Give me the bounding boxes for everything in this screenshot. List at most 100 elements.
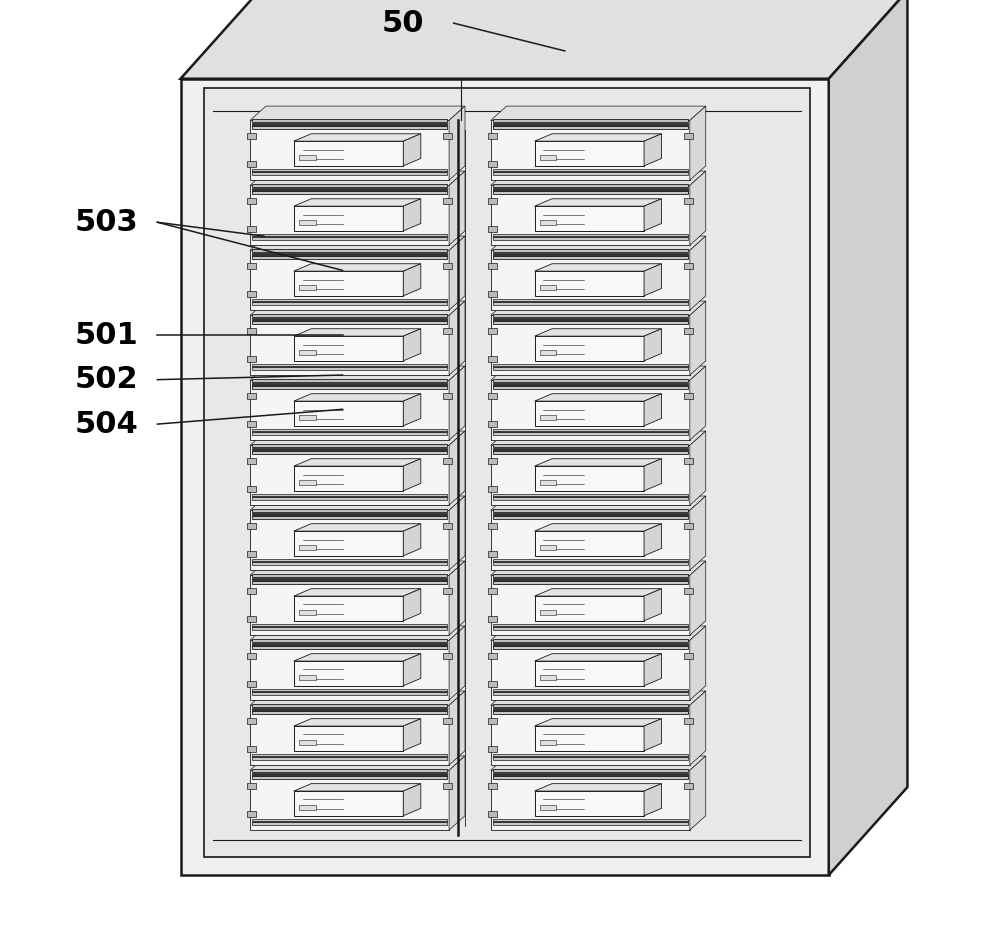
Polygon shape [449,366,465,440]
Polygon shape [294,783,421,791]
Polygon shape [535,133,662,141]
Polygon shape [491,366,706,381]
Polygon shape [449,496,465,570]
Bar [252,318,447,320]
Bar [250,120,449,181]
Bar [294,532,403,556]
Bar [488,485,497,492]
Polygon shape [449,691,465,765]
Bar [488,523,497,530]
Bar [294,206,403,231]
Bar [491,185,690,245]
Polygon shape [535,458,662,466]
Bar [247,161,256,168]
Bar [535,141,644,166]
Polygon shape [690,431,706,505]
Polygon shape [690,626,706,700]
Bar [493,253,688,256]
Bar [493,559,688,561]
Bar [252,582,447,584]
Bar [252,624,447,626]
Bar [252,496,447,497]
Polygon shape [829,0,907,875]
Bar [493,318,688,320]
Text: 503: 503 [75,207,138,237]
Polygon shape [403,133,421,166]
Polygon shape [250,626,465,640]
Bar [247,420,256,427]
Bar [252,711,447,714]
Bar [493,754,688,756]
Bar [493,314,688,317]
Polygon shape [690,301,706,375]
Bar [252,754,447,756]
Polygon shape [690,756,706,830]
Bar [535,726,644,751]
Bar [252,188,447,191]
Bar [493,509,688,512]
Bar [252,707,447,710]
Polygon shape [644,264,662,295]
Polygon shape [403,394,421,426]
Polygon shape [644,524,662,556]
Bar [247,485,256,492]
Bar [252,123,447,126]
Bar [488,745,497,752]
Polygon shape [250,756,465,770]
Bar [540,544,556,550]
Bar [250,381,449,440]
Bar [684,263,693,269]
Polygon shape [644,783,662,816]
Polygon shape [491,236,706,250]
Polygon shape [491,496,706,510]
Bar [250,250,449,310]
Bar [299,284,316,290]
Bar [443,133,452,140]
Polygon shape [250,496,465,510]
Bar [204,88,810,857]
Bar [252,494,447,496]
Bar [299,415,316,419]
Bar [488,161,497,168]
Bar [493,303,688,305]
Bar [252,626,447,628]
Bar [252,368,447,369]
Bar [493,364,688,366]
Polygon shape [250,236,465,250]
Bar [252,513,447,516]
Bar [252,430,447,431]
Bar [540,155,556,159]
Bar [684,523,693,530]
Bar [299,675,316,680]
Bar [493,711,688,714]
Bar [247,328,256,334]
Bar [493,626,688,628]
Polygon shape [690,106,706,181]
Polygon shape [644,199,662,231]
Bar [252,691,447,693]
Polygon shape [535,783,662,791]
Polygon shape [250,691,465,706]
Bar [493,820,688,821]
Bar [488,263,497,269]
Bar [252,646,447,649]
Bar [493,368,688,369]
Text: 504: 504 [75,409,138,439]
Text: 502: 502 [75,365,138,394]
Bar [299,219,316,225]
Polygon shape [690,691,706,765]
Bar [488,457,497,464]
Bar [684,328,693,334]
Bar [247,810,256,817]
Bar [493,431,688,432]
Bar [493,249,688,252]
Bar [684,457,693,464]
Bar [488,198,497,205]
Bar [493,169,688,171]
Bar [252,382,447,386]
Bar [252,314,447,317]
Polygon shape [491,106,706,120]
Polygon shape [449,106,465,181]
Bar [252,119,447,122]
Bar [299,544,316,550]
